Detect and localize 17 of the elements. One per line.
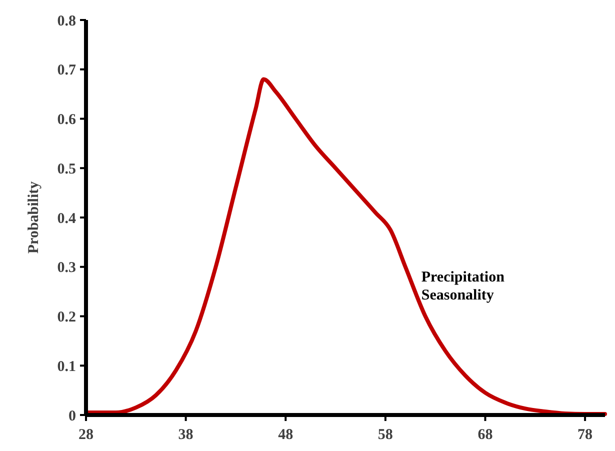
x-tick-label: 28 <box>78 427 94 443</box>
y-tick-label: 0.4 <box>57 210 76 227</box>
y-axis-title: Probability <box>26 180 42 254</box>
x-tick-label: 48 <box>278 427 294 443</box>
x-tick-label: 68 <box>478 427 493 443</box>
x-tick-label: 38 <box>178 427 194 443</box>
x-tick-label: 78 <box>578 427 593 443</box>
y-tick-label: 0.7 <box>57 62 76 79</box>
y-tick-label: 0.3 <box>57 260 76 276</box>
y-tick-label: 0 <box>68 408 76 424</box>
y-tick-label: 0.6 <box>57 112 76 128</box>
series-label: Precipitation Seasonality <box>421 270 506 304</box>
y-tick-label: 0.1 <box>57 358 76 375</box>
x-tick-label: 58 <box>378 427 393 443</box>
y-tick-label: 0.2 <box>57 310 76 326</box>
y-tick-label: 0.5 <box>57 161 76 178</box>
y-tick-label: 0.8 <box>57 13 76 30</box>
